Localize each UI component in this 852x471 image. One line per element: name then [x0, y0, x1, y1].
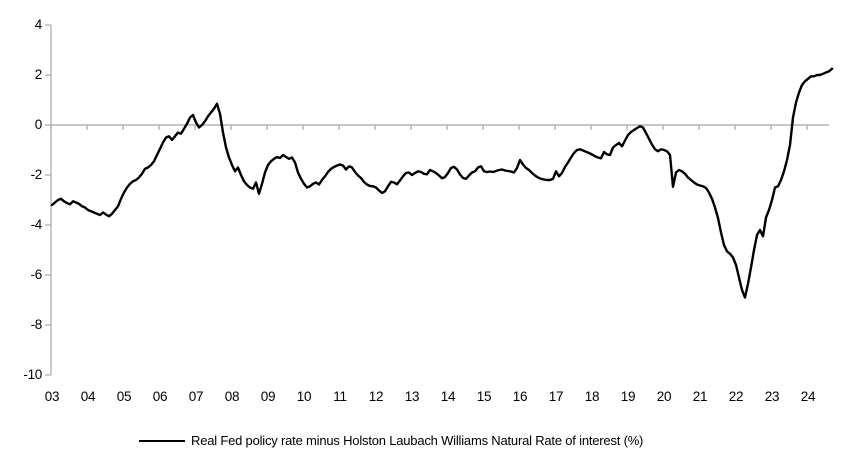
legend-line-sample — [139, 439, 185, 442]
x-tick-label: 03 — [44, 389, 60, 404]
x-tick-label: 12 — [368, 389, 384, 404]
x-tick-label: 07 — [188, 389, 204, 404]
x-tick-label: 21 — [692, 389, 708, 404]
x-tick-label: 20 — [656, 389, 672, 404]
y-tick-label: 2 — [34, 67, 43, 82]
y-tick-label: 4 — [34, 17, 43, 32]
y-tick-label: -4 — [30, 217, 43, 232]
x-tick-label: 08 — [224, 389, 240, 404]
y-tick-label: -10 — [23, 367, 42, 382]
y-tick-label: 0 — [34, 117, 43, 132]
x-tick-label: 06 — [152, 389, 168, 404]
x-tick-label: 15 — [476, 389, 492, 404]
x-tick-label: 13 — [404, 389, 420, 404]
x-tick-label: 09 — [260, 389, 276, 404]
x-tick-label: 16 — [512, 389, 528, 404]
y-tick-label: -2 — [30, 167, 43, 182]
x-tick-label: 19 — [620, 389, 636, 404]
legend-label: Real Fed policy rate minus Holston Lauba… — [191, 433, 644, 448]
y-tick-label: -6 — [30, 267, 43, 282]
y-tick-label: -8 — [30, 317, 43, 332]
legend: Real Fed policy rate minus Holston Lauba… — [139, 433, 643, 448]
y-axis-ticks — [45, 24, 51, 376]
x-tick-label: 23 — [764, 389, 780, 404]
x-tick-label: 14 — [440, 389, 456, 404]
x-tick-label: 22 — [728, 389, 744, 404]
x-tick-label: 24 — [800, 389, 816, 404]
x-tick-label: 10 — [296, 389, 312, 404]
x-tick-label: 17 — [548, 389, 564, 404]
data-series-line — [50, 67, 834, 299]
x-axis-ticks — [50, 125, 808, 130]
x-tick-label: 11 — [333, 389, 347, 404]
x-tick-label: 05 — [116, 389, 132, 404]
x-tick-label: 04 — [80, 389, 96, 404]
x-tick-label: 18 — [584, 389, 600, 404]
